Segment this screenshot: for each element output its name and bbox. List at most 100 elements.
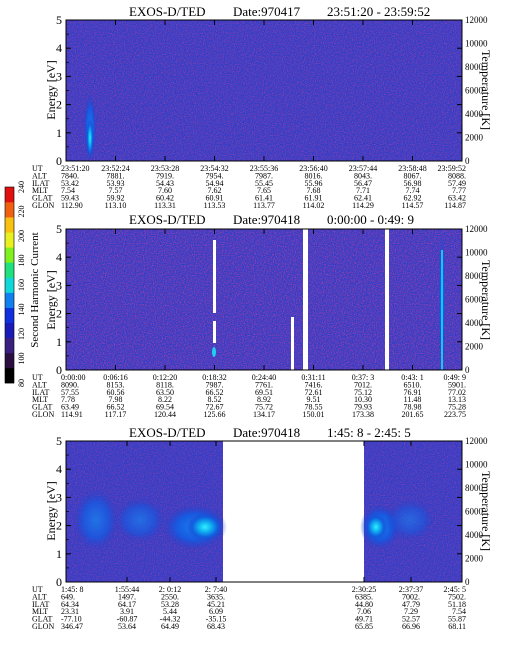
ephemeris-value: 2: 7:40 <box>205 585 227 594</box>
ephemeris-value: 76.91 <box>404 388 422 397</box>
y-tick-label: 5 <box>56 222 62 236</box>
y-tick-label: 0 <box>56 363 62 377</box>
ephemeris-value: 10.30 <box>354 395 372 404</box>
colorbar-label: Second Harmonic Current <box>29 232 41 347</box>
ephemeris-value: 7502. <box>448 592 466 601</box>
ephemeris-value: 23:53:28 <box>151 164 179 173</box>
ephemeris-value: 51.18 <box>448 600 466 609</box>
ephemeris-value: 64.34 <box>61 600 79 609</box>
y2-tick-label: 8000 <box>465 271 484 281</box>
colorbar-tick-label: 200 <box>17 230 26 242</box>
ephemeris-value: 7881. <box>107 171 125 180</box>
y2-tick-label: 12000 <box>465 15 488 25</box>
ephemeris-value: 3.91 <box>120 607 134 616</box>
colorbar-tick-label: 100 <box>17 353 26 365</box>
panel-1-y2-axis: 0 2000 4000 6000 8000 10000 12000 <box>465 15 488 166</box>
ephemeris-value: 63.42 <box>448 194 466 203</box>
y2-tick-label: 6000 <box>465 86 484 96</box>
ephemeris-value: 77.02 <box>448 388 466 397</box>
ephemeris-value: 23:51:20 <box>61 164 89 173</box>
ephemeris-value: 0:06:16 <box>103 373 127 382</box>
ephemeris-value: 79.93 <box>354 403 372 412</box>
colorbar-swatch <box>5 187 14 203</box>
colorbar-tick-label: 240 <box>17 181 26 193</box>
ephemeris-value: 1:55:44 <box>115 585 139 594</box>
ephemeris-value: 8.22 <box>158 395 172 404</box>
y-tick-label: 4 <box>56 462 62 476</box>
ephemeris-value: 8043. <box>354 171 372 180</box>
ephemeris-value: 78.98 <box>404 403 422 412</box>
ephemeris-value: 120.44 <box>154 410 176 419</box>
panel-1-ephemeris: UT 23:51:20 23:52:24 23:53:28 23:54:32 23:55:… <box>32 164 466 210</box>
colorbar-swatch <box>5 232 14 248</box>
ephemeris-value: 57.49 <box>448 179 466 188</box>
panel-3-signal <box>74 490 434 550</box>
ephemeris-value: 0:24:40 <box>252 373 276 382</box>
ephemeris-value: 49.71 <box>355 615 373 624</box>
y2-tick-label: 10000 <box>465 39 488 49</box>
panel-3-y-axis: 0 1 2 3 4 5 <box>56 434 462 589</box>
panel-1-signal <box>84 94 96 162</box>
ephemeris-row-name: UT <box>32 585 43 594</box>
colorbar: 80 100 120 140 160 180 200 220 240 Second Harmon… <box>4 181 41 387</box>
ephemeris-value: 2:45: 5 <box>444 585 466 594</box>
y-tick-label: 2 <box>56 519 62 533</box>
ephemeris-value: 56.98 <box>404 179 422 188</box>
ephemeris-row-name: ILAT <box>32 179 49 188</box>
ephemeris-value: 0:12:20 <box>153 373 177 382</box>
ephemeris-value: 114.91 <box>61 410 83 419</box>
ephemeris-value: 8067. <box>404 171 422 180</box>
ephemeris-value: 6.09 <box>209 607 223 616</box>
ephemeris-value: 6510. <box>404 380 422 389</box>
ephemeris-value: 7.54 <box>452 607 466 616</box>
ephemeris-value: 7840. <box>61 171 79 180</box>
ephemeris-value: 23:56:40 <box>299 164 327 173</box>
y2-tick-label: 6000 <box>465 507 484 517</box>
ephemeris-value: 75.12 <box>354 388 372 397</box>
y-tick-label: 0 <box>56 154 62 168</box>
ephemeris-value: 23:59:52 <box>438 164 466 173</box>
ephemeris-value: 2:37:37 <box>399 585 423 594</box>
panel-1-date: Date:970417 <box>233 4 301 19</box>
panel-1-time-range: 23:51:20 - 23:59:52 <box>327 4 430 19</box>
colorbar-tick-label: 180 <box>17 255 26 267</box>
colorbar-swatch <box>5 247 14 263</box>
ephemeris-row-name: GLON <box>32 410 54 419</box>
ephemeris-value: 66.52 <box>107 403 125 412</box>
ephemeris-value: 0:00:00 <box>61 373 85 382</box>
y2-tick-label: 0 <box>465 365 470 375</box>
ephemeris-value: 8153. <box>107 380 125 389</box>
ephemeris-value: 5.44 <box>163 607 177 616</box>
ephemeris-value: 346.47 <box>61 622 83 631</box>
ephemeris-value: 54.43 <box>156 179 174 188</box>
ephemeris-value: 62.41 <box>354 194 372 203</box>
ephemeris-value: -60.87 <box>117 615 138 624</box>
ephemeris-value: 64.17 <box>118 600 136 609</box>
panel-3-date: Date:970418 <box>233 425 300 440</box>
ephemeris-value: 7987. <box>206 380 224 389</box>
ephemeris-value: 112.90 <box>61 201 83 210</box>
panel-3: EXOS-D/TED Date:970418 1:45: 8 - 2:45: 5… <box>32 425 493 631</box>
y-tick-label: 0 <box>56 575 62 589</box>
ephemeris-value: 0:37: 3 <box>352 373 374 382</box>
ephemeris-row-name: UT <box>32 373 43 382</box>
ephemeris-value: 7954. <box>206 171 224 180</box>
y-tick-label: 4 <box>56 41 62 55</box>
ephemeris-value: 0:43: 1 <box>401 373 423 382</box>
colorbar-swatch <box>5 262 14 278</box>
colorbar-swatch <box>5 322 14 339</box>
panel-2-y2-axis: 0 2000 4000 6000 8000 10000 12000 <box>465 224 488 375</box>
ephemeris-value: 7.74 <box>406 186 420 195</box>
ephemeris-value: 7919. <box>156 171 174 180</box>
ephemeris-value: -77.10 <box>61 615 82 624</box>
ephemeris-value: 8.92 <box>257 395 271 404</box>
y-tick-label: 4 <box>56 250 62 264</box>
panel-1-ylabel: Energy [eV] <box>44 60 58 119</box>
ephemeris-value: 7416. <box>305 380 323 389</box>
ephemeris-value: 55.45 <box>255 179 273 188</box>
ephemeris-value: 7.06 <box>357 607 371 616</box>
y2-tick-label: 10000 <box>465 248 488 258</box>
ephemeris-value: 113.31 <box>154 201 176 210</box>
ephemeris-value: 7002. <box>402 592 420 601</box>
